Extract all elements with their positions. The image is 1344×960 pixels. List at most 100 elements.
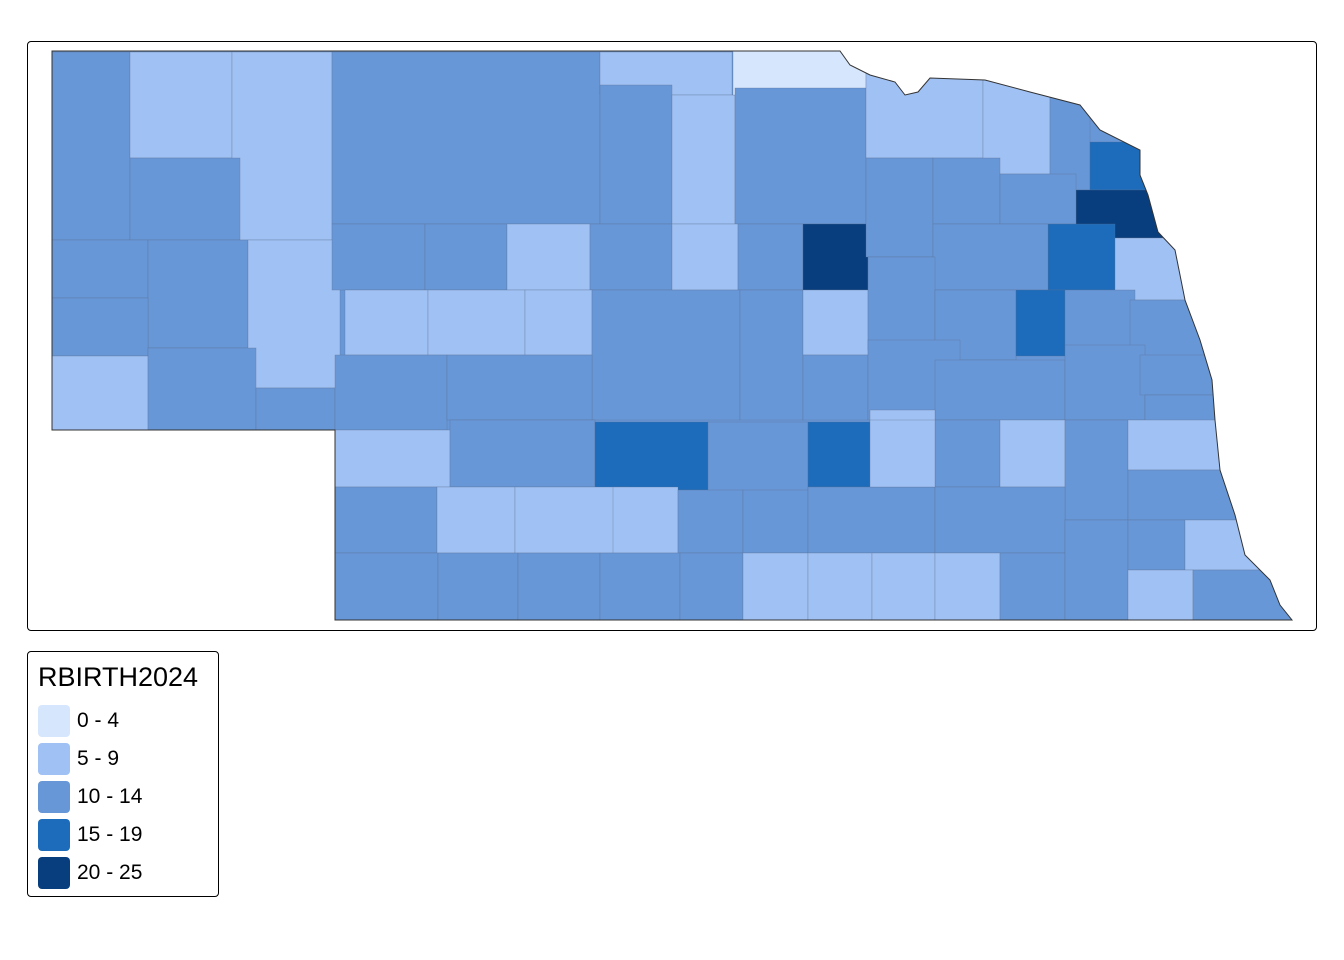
legend-item: 10 - 14 [38, 781, 142, 813]
county [589, 223, 673, 291]
county [424, 223, 508, 291]
county [1127, 419, 1231, 471]
legend-label: 0 - 4 [77, 709, 120, 732]
county [807, 486, 936, 554]
county [1064, 519, 1129, 620]
county [524, 289, 593, 356]
map-frame [27, 41, 1317, 631]
county [934, 359, 1066, 421]
county [331, 223, 426, 291]
county [737, 223, 804, 291]
county [1064, 289, 1136, 351]
county [707, 421, 809, 494]
county [334, 429, 451, 488]
county [334, 552, 439, 620]
legend-label: 20 - 25 [77, 861, 143, 884]
state-outline [51, 50, 1294, 621]
county [742, 489, 809, 554]
county [865, 59, 984, 159]
county [247, 239, 341, 389]
county [871, 552, 936, 620]
county [1192, 569, 1292, 620]
county [599, 552, 681, 620]
county [865, 157, 934, 258]
county [932, 223, 1049, 291]
county [869, 419, 936, 488]
county [742, 552, 809, 620]
county [147, 239, 249, 349]
county [1015, 289, 1066, 357]
county [999, 419, 1066, 488]
county [344, 289, 429, 356]
county [734, 87, 867, 225]
county [612, 486, 679, 554]
county [807, 421, 871, 488]
county [932, 157, 1001, 225]
county [934, 419, 1001, 488]
legend-swatch [38, 743, 70, 775]
county [982, 59, 1051, 175]
county [732, 51, 867, 96]
county [517, 552, 601, 620]
county [255, 387, 336, 431]
county [679, 552, 744, 620]
legend-item: 20 - 25 [38, 857, 142, 889]
county [599, 84, 673, 225]
county [1127, 519, 1186, 571]
county [449, 419, 596, 488]
legend-label: 10 - 14 [77, 785, 143, 808]
county [436, 486, 516, 554]
county [147, 347, 257, 431]
county [52, 297, 149, 357]
county [1127, 469, 1241, 521]
county [427, 289, 526, 356]
county [594, 421, 709, 491]
county [334, 354, 448, 431]
county [52, 51, 131, 241]
county [331, 51, 601, 225]
legend-item: 15 - 19 [38, 819, 142, 851]
legend-swatch [38, 857, 70, 889]
legend: RBIRTH2024 0 - 4 5 - 9 10 - 14 15 - 19 20 - … [27, 651, 219, 897]
county [677, 489, 744, 554]
county [1139, 354, 1221, 396]
legend-item: 0 - 4 [38, 705, 119, 737]
county [1047, 223, 1116, 291]
county [802, 289, 869, 356]
county [1064, 419, 1129, 521]
county [802, 223, 869, 291]
legend-swatch [38, 819, 70, 851]
county [671, 223, 739, 291]
county [867, 256, 936, 351]
county [802, 354, 869, 421]
county [231, 51, 333, 241]
county [999, 173, 1077, 225]
legend-swatch [38, 781, 70, 813]
county [999, 552, 1066, 620]
county [934, 486, 1066, 554]
county [52, 355, 149, 431]
county [591, 289, 741, 421]
county [514, 486, 631, 554]
county [1089, 141, 1151, 191]
county [52, 239, 149, 299]
county [739, 289, 804, 421]
county [506, 223, 591, 291]
county [1184, 519, 1261, 571]
county [437, 552, 519, 620]
legend-title: RBIRTH2024 [38, 662, 199, 692]
legend-label: 5 - 9 [77, 747, 120, 770]
county [934, 552, 1001, 620]
county [446, 354, 593, 421]
county [1127, 569, 1194, 620]
county [1064, 344, 1146, 421]
legend-label: 15 - 19 [77, 823, 143, 846]
county [807, 552, 873, 620]
county [129, 51, 233, 159]
county [334, 486, 438, 554]
legend-swatch [38, 705, 70, 737]
choropleth-map [51, 50, 1294, 621]
legend-item: 5 - 9 [38, 743, 119, 775]
county [671, 94, 736, 225]
county [129, 157, 241, 241]
